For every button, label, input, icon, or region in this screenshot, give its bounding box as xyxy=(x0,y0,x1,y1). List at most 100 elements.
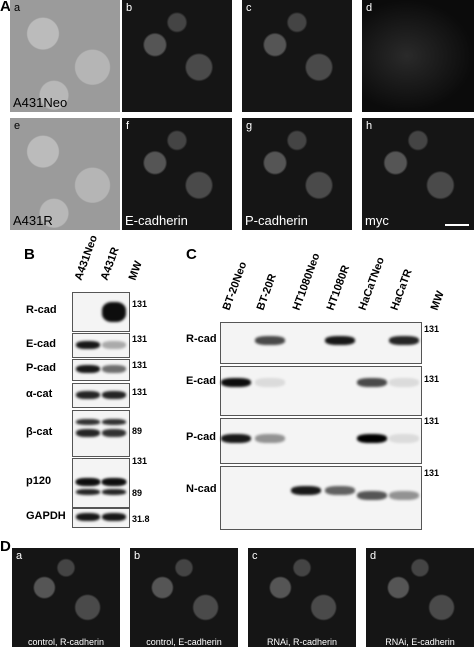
image-letter: b xyxy=(126,2,133,14)
mw-marker: 131 xyxy=(424,468,440,478)
scale-bar xyxy=(445,224,469,226)
panel-label: C xyxy=(186,246,197,263)
mw-marker: 131 xyxy=(132,456,148,466)
row-label: E-cad xyxy=(26,337,56,350)
blot-band xyxy=(102,365,126,373)
blot-band xyxy=(102,419,126,425)
row-label: α-cat xyxy=(26,387,53,400)
micrograph: a A431Neo xyxy=(10,0,120,112)
mw-marker: 131 xyxy=(424,324,440,334)
micrograph: c xyxy=(242,0,352,112)
image-letter: d xyxy=(366,2,373,14)
micrograph: h myc xyxy=(362,118,474,230)
row-label: p120 xyxy=(26,475,52,487)
micrograph: b xyxy=(122,0,232,112)
micrograph: a control, R-cadherin xyxy=(12,548,120,647)
blot-band xyxy=(76,365,100,373)
image-letter: c xyxy=(252,550,258,562)
mw-marker: 131 xyxy=(132,334,148,344)
mw-marker: 131 xyxy=(132,299,148,309)
blot-band xyxy=(357,377,387,387)
image-letter: a xyxy=(14,2,21,14)
lane-label: MW xyxy=(126,259,145,282)
blot-band xyxy=(389,490,419,500)
lane-label: HaCaTNeo xyxy=(356,255,388,312)
blot-band xyxy=(76,428,100,437)
image-caption: E-cadherin xyxy=(125,213,188,228)
mw-marker: 31.8 xyxy=(132,514,150,524)
blot-strip xyxy=(72,292,130,332)
blot-band xyxy=(102,428,126,437)
lane-label: HT1080R xyxy=(324,263,353,312)
blot-strip xyxy=(220,322,422,364)
blot-band xyxy=(325,485,355,495)
image-caption: RNAi, E-cadherin xyxy=(385,637,455,647)
blot-band xyxy=(291,485,321,495)
lane-label: BT-20R xyxy=(254,272,279,312)
image-caption: myc xyxy=(365,213,389,228)
image-caption: control, R-cadherin xyxy=(27,637,105,647)
blot-strip xyxy=(220,418,422,464)
image-caption: control, E-cadherin xyxy=(146,637,222,647)
blot-band xyxy=(255,433,285,443)
mw-marker: 131 xyxy=(132,387,148,397)
image-letter: h xyxy=(366,120,373,132)
blot-band xyxy=(76,340,100,349)
blot-band xyxy=(76,479,100,485)
row-label: P-cad xyxy=(26,362,56,374)
image-letter: c xyxy=(246,2,252,14)
row-label: β-cat xyxy=(26,425,53,438)
blot-band xyxy=(102,302,126,322)
lane-label: MW xyxy=(428,289,447,312)
micrograph: g P-cadherin xyxy=(242,118,352,230)
micrograph: f E-cadherin xyxy=(122,118,232,230)
micrograph: d xyxy=(362,0,474,112)
blot-band xyxy=(221,377,251,387)
mw-marker: 131 xyxy=(424,374,440,384)
blot-band xyxy=(102,479,126,485)
blot-band xyxy=(76,513,100,521)
blot-band xyxy=(389,335,419,345)
panel-label: A xyxy=(0,0,11,15)
blot-band xyxy=(76,419,100,425)
mw-marker: 131 xyxy=(424,416,440,426)
image-caption: A431R xyxy=(13,213,53,228)
mw-marker: 89 xyxy=(132,488,143,498)
blot-strip xyxy=(220,466,422,530)
micrograph: c RNAi, R-cadherin xyxy=(248,548,356,647)
row-label: R-cad xyxy=(26,304,57,316)
row-label: N-cad xyxy=(186,483,217,495)
blot-band xyxy=(76,390,100,399)
mw-marker: 131 xyxy=(132,360,148,370)
image-letter: a xyxy=(16,550,23,562)
row-label: GAPDH xyxy=(26,510,66,522)
row-label: R-cad xyxy=(186,333,217,345)
row-label: E-cad xyxy=(186,375,216,387)
blot-band xyxy=(389,377,419,387)
lane-label: A431Neo xyxy=(72,233,101,282)
image-letter: b xyxy=(134,550,141,562)
blot-band xyxy=(255,377,285,387)
image-caption: A431Neo xyxy=(13,95,68,110)
row-label: P-cad xyxy=(186,431,216,443)
image-letter: f xyxy=(126,120,130,132)
blot-band xyxy=(102,489,126,495)
lane-label: HaCaTR xyxy=(388,267,415,312)
lane-label: HT1080Neo xyxy=(290,251,323,312)
mw-marker: 89 xyxy=(132,426,143,436)
blot-band xyxy=(357,433,387,443)
blot-band xyxy=(325,335,355,345)
image-letter: e xyxy=(14,120,21,132)
blot-band xyxy=(102,390,126,399)
lane-label: A431R xyxy=(98,245,122,282)
blot-band xyxy=(389,433,419,443)
panel-label: B xyxy=(24,246,35,263)
blot-band xyxy=(102,340,126,349)
micrograph: e A431R xyxy=(10,118,120,230)
blot-band xyxy=(76,489,100,495)
image-caption: P-cadherin xyxy=(245,213,308,228)
image-letter: g xyxy=(246,120,253,132)
blot-strip xyxy=(220,366,422,416)
micrograph: b control, E-cadherin xyxy=(130,548,238,647)
